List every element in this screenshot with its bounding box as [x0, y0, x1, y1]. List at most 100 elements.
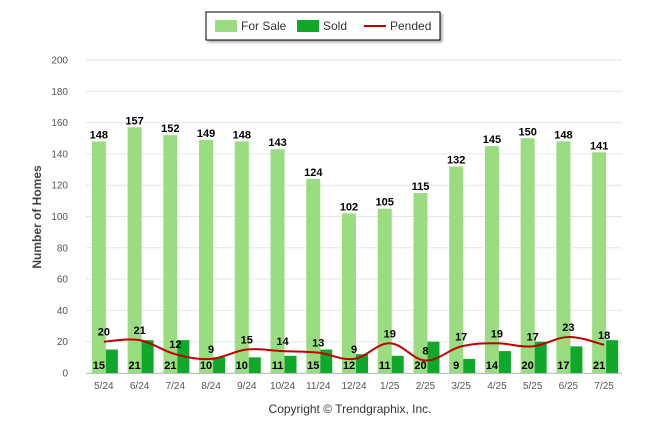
x-tick-label: 6/24: [130, 381, 150, 392]
bar-sold: [498, 351, 511, 373]
bar-sold: [391, 355, 404, 373]
legend-swatch-sold: [297, 20, 319, 32]
data-label-sold: 15: [307, 360, 319, 372]
data-label-for-sale: 148: [233, 129, 251, 141]
data-label-sold: 9: [453, 360, 459, 372]
data-label-for-sale: 148: [554, 129, 572, 141]
data-label-sold: 11: [379, 360, 391, 372]
bar-for-sale: [163, 135, 178, 373]
data-label-pended: 17: [527, 331, 539, 343]
data-label-pended: 17: [455, 331, 467, 343]
bar-for-sale: [270, 149, 285, 373]
y-tick-label: 40: [57, 306, 69, 317]
data-label-sold: 20: [414, 360, 426, 372]
data-label-sold: 11: [272, 360, 284, 372]
bar-sold: [606, 340, 619, 373]
x-tick-label: 7/24: [166, 381, 186, 392]
bar-sold: [284, 355, 297, 373]
data-label-sold: 20: [522, 360, 534, 372]
y-tick-label: 0: [62, 369, 68, 380]
data-label-for-sale: 115: [412, 181, 430, 193]
y-tick-label: 180: [51, 87, 68, 98]
bar-sold: [356, 354, 368, 373]
x-tick-label: 7/25: [594, 381, 614, 392]
bar-for-sale: [127, 127, 142, 373]
data-label-pended: 19: [384, 328, 396, 340]
bars: [91, 127, 619, 373]
x-tick-label: 1/25: [380, 381, 400, 392]
data-labels: 148 15 157 21 152 21 14 9 10 148 10 143 11 124 15 102 12…: [90, 115, 611, 372]
bar-for-sale: [520, 138, 535, 373]
data-label-for-sale: 102: [340, 201, 358, 213]
data-label-sold: 21: [593, 360, 605, 372]
bar-for-sale: [234, 141, 249, 373]
data-label-for-sale: 148: [90, 129, 108, 141]
data-label-sold: 14: [486, 360, 499, 372]
x-tick-label: 11/24: [306, 381, 331, 392]
data-label-sold: 10: [200, 360, 212, 372]
data-label-sold: 21: [164, 360, 176, 372]
bar-for-sale: [592, 152, 607, 373]
data-label-for-sale: 145: [483, 134, 501, 146]
data-label-sold: 15: [93, 360, 105, 372]
legend: For Sale Sold Pended: [205, 11, 441, 41]
data-label-pended: 13: [312, 338, 324, 350]
copyright-footer: Copyright © Trendgraphix, Inc.: [269, 402, 432, 416]
pended-line-path: [103, 336, 605, 362]
data-label-for-sale: 105: [376, 197, 394, 209]
data-label-sold: 12: [343, 360, 355, 372]
y-tick-label: 140: [51, 149, 68, 160]
data-label-pended: 8: [422, 345, 428, 357]
data-label-for-sale: 132: [447, 154, 465, 166]
bar-sold: [427, 341, 440, 373]
bar-for-sale: [449, 166, 464, 373]
legend-swatch-for-sale: [215, 20, 237, 32]
data-label-sold: 17: [557, 360, 569, 372]
bar-sold: [463, 358, 476, 373]
y-tick-label: 80: [57, 243, 69, 254]
y-tick-label: 100: [51, 212, 68, 223]
bar-sold: [570, 346, 583, 373]
data-label-pended: 20: [98, 327, 110, 339]
x-tick-label: 9/24: [237, 381, 257, 392]
legend-box: [205, 11, 441, 41]
data-label-pended: 15: [241, 335, 253, 347]
bar-sold: [534, 341, 547, 373]
legend-label-for-sale: For Sale: [241, 19, 287, 33]
bar-sold: [105, 349, 118, 373]
x-tick-label: 2/25: [416, 381, 436, 392]
y-axis-ticks: 0 20 40 60 80 100 120 140 160 180 200: [51, 56, 68, 380]
bar-sold: [141, 340, 154, 373]
x-tick-label: 5/25: [523, 381, 543, 392]
data-label-pended: 9: [208, 344, 214, 356]
data-label-sold: 10: [236, 360, 248, 372]
data-label-for-sale: 152: [161, 123, 179, 135]
bar-for-sale: [199, 139, 214, 373]
bar-for-sale: [91, 141, 106, 373]
data-label-for-sale: 124: [304, 167, 323, 179]
y-tick-label: 60: [57, 275, 69, 286]
data-label-pended: 21: [133, 325, 145, 337]
pended-line: [103, 336, 605, 362]
bar-sold: [213, 357, 226, 373]
y-tick-label: 160: [51, 118, 68, 129]
legend-label-sold: Sold: [323, 19, 347, 33]
bar-for-sale: [556, 141, 571, 373]
legend-label-pended: Pended: [390, 19, 431, 33]
x-tick-label: 5/24: [94, 381, 114, 392]
x-tick-label: 6/25: [559, 381, 579, 392]
bar-for-sale: [306, 178, 321, 373]
x-tick-label: 12/24: [341, 381, 366, 392]
data-label-pended: 18: [598, 330, 610, 342]
data-label-for-sale: 157: [125, 115, 143, 127]
data-label-for-sale: 141: [590, 140, 608, 152]
bar-for-sale: [377, 208, 392, 373]
data-label-for-sale: 143: [268, 137, 286, 149]
y-axis-label: Number of Homes: [30, 165, 44, 269]
data-label-pended: 19: [491, 328, 503, 340]
data-label-sold: 21: [128, 360, 140, 372]
bar-for-sale: [413, 193, 428, 373]
x-tick-label: 10/24: [270, 381, 295, 392]
y-tick-label: 20: [57, 337, 69, 348]
